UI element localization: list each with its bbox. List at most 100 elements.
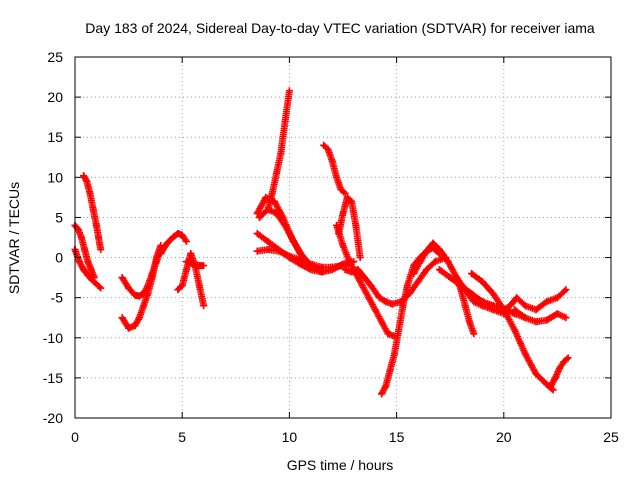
data-point xyxy=(470,330,478,338)
x-tick-label: 20 xyxy=(496,429,512,445)
data-point xyxy=(74,225,82,233)
data-point xyxy=(410,270,418,278)
data-point xyxy=(367,282,375,290)
data-point xyxy=(264,238,272,246)
series-arc-14 xyxy=(320,141,349,197)
data-point xyxy=(135,314,143,322)
y-tick-label: 20 xyxy=(47,89,63,105)
data-point xyxy=(339,262,347,270)
data-point xyxy=(375,294,383,302)
x-tick-label: 15 xyxy=(389,429,405,445)
data-point xyxy=(478,298,486,306)
data-point xyxy=(328,263,336,271)
data-point xyxy=(553,294,561,302)
data-point xyxy=(343,193,351,201)
data-point xyxy=(521,302,529,310)
data-point xyxy=(390,350,398,358)
series-arc-6 xyxy=(157,229,190,258)
data-point xyxy=(285,87,293,95)
data-point xyxy=(468,290,476,298)
data-point xyxy=(453,274,461,282)
data-point xyxy=(513,294,521,302)
data-point xyxy=(416,258,424,266)
data-point xyxy=(414,278,422,286)
data-point xyxy=(118,314,126,322)
data-point xyxy=(395,326,403,334)
data-point xyxy=(97,284,105,292)
data-point xyxy=(360,274,368,282)
data-point xyxy=(435,246,443,254)
data-point xyxy=(465,318,473,326)
data-point xyxy=(543,316,551,324)
series-arc-3 xyxy=(80,172,105,254)
data-point xyxy=(275,247,283,255)
data-point xyxy=(195,282,203,290)
data-point xyxy=(80,172,88,180)
data-point xyxy=(348,197,356,205)
data-point xyxy=(365,294,373,302)
data-point xyxy=(262,193,270,201)
data-point xyxy=(382,298,390,306)
data-point xyxy=(429,239,437,247)
data-point xyxy=(140,302,148,310)
data-point xyxy=(356,254,364,262)
x-tick-label: 5 xyxy=(178,429,186,445)
x-axis-label: GPS time / hours xyxy=(287,457,394,473)
x-tick-label: 25 xyxy=(603,429,619,445)
data-point xyxy=(253,209,261,217)
data-point xyxy=(92,221,100,229)
data-point xyxy=(273,209,281,217)
y-tick-label: 10 xyxy=(47,169,63,185)
data-point xyxy=(352,270,360,278)
data-point xyxy=(532,306,540,314)
data-point xyxy=(84,271,92,279)
data-point xyxy=(562,314,570,322)
data-point xyxy=(386,366,394,374)
series-arc-5 xyxy=(118,242,165,332)
data-point xyxy=(511,326,519,334)
data-point xyxy=(320,141,328,149)
series-arc-13 xyxy=(255,205,315,270)
data-point xyxy=(470,298,478,306)
y-axis-label: SDTVAR / TECUs xyxy=(6,182,22,294)
data-point xyxy=(423,266,431,274)
data-point xyxy=(399,302,407,310)
data-point xyxy=(174,229,182,237)
data-point xyxy=(333,173,341,181)
data-point xyxy=(264,205,272,213)
data-point xyxy=(178,282,186,290)
data-point xyxy=(187,250,195,258)
series-arc-17 xyxy=(333,221,398,340)
data-point xyxy=(339,209,347,217)
data-point xyxy=(378,318,386,326)
data-point xyxy=(90,274,98,282)
data-point xyxy=(478,278,486,286)
axis-ticks: 0 5 10 15 20 25 -20 -15 -10 -5 0 5 10 15 20 25 xyxy=(43,49,619,445)
data-point xyxy=(281,117,289,125)
data-point xyxy=(273,169,281,177)
data-point xyxy=(285,252,293,260)
data-point xyxy=(489,302,497,310)
data-point xyxy=(182,266,190,274)
data-point xyxy=(378,390,386,398)
data-point xyxy=(131,322,139,330)
data-point xyxy=(200,262,208,270)
data-point xyxy=(511,306,519,314)
data-point xyxy=(200,302,208,310)
data-point xyxy=(384,330,392,338)
data-point xyxy=(163,239,171,247)
data-point xyxy=(506,302,514,310)
data-point xyxy=(131,291,139,299)
data-point xyxy=(77,234,85,241)
data-point xyxy=(521,350,529,358)
data-point xyxy=(382,382,390,390)
data-point xyxy=(281,221,289,229)
data-point xyxy=(298,252,306,260)
data-point xyxy=(341,189,349,197)
data-point xyxy=(148,274,156,282)
data-point xyxy=(556,364,564,372)
series-arc-25 xyxy=(547,354,572,390)
data-point xyxy=(89,205,97,213)
data-point xyxy=(560,358,568,366)
